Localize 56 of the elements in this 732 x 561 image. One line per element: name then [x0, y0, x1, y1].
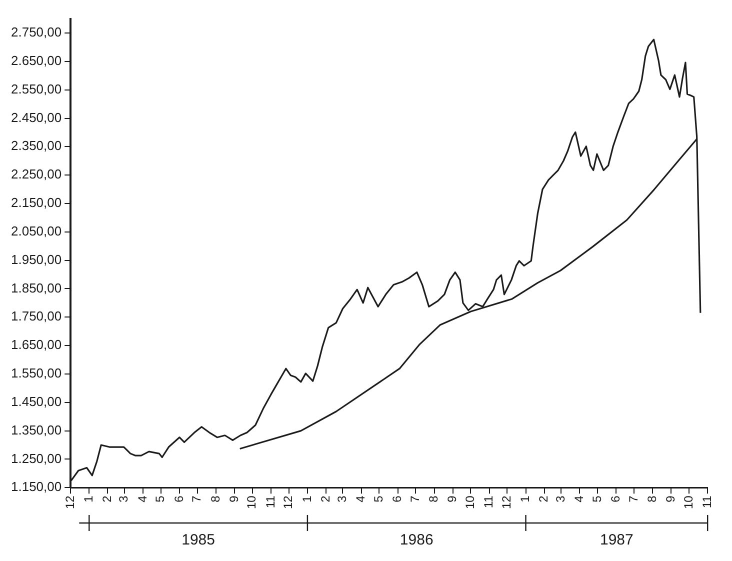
- y-tick-label: 1.350,00: [10, 422, 62, 438]
- x-tick-label: 10: [681, 495, 696, 510]
- x-tick-label: 8: [426, 495, 441, 502]
- x-tick-label: 4: [572, 495, 586, 502]
- y-tick-label: 2.250,00: [10, 166, 62, 182]
- x-tick-label: 11: [482, 495, 496, 508]
- y-tick-label: 1.450,00: [10, 394, 62, 409]
- x-tick-label: 5: [153, 495, 168, 502]
- y-tick-label: 2.750,00: [10, 24, 62, 40]
- x-tick-label: 2: [318, 495, 332, 502]
- y-tick-label: 1.850,00: [10, 280, 62, 296]
- x-tick-label: 9: [445, 495, 460, 502]
- y-tick-label: 2.450,00: [10, 110, 62, 125]
- x-tick-label: 3: [335, 495, 350, 502]
- x-tick-label: 9: [663, 495, 678, 502]
- y-tick-label: 2.350,00: [10, 138, 62, 154]
- x-tick-label: 12: [281, 495, 296, 510]
- x-tick-label: 3: [116, 495, 131, 502]
- y-tick-label: 1.750,00: [10, 308, 62, 324]
- x-tick-label: 6: [608, 495, 622, 502]
- x-tick-label: 6: [390, 495, 404, 502]
- y-tick-label: 2.050,00: [10, 223, 62, 238]
- x-tick-label: 8: [644, 495, 659, 502]
- x-tick-label: 1: [518, 495, 532, 502]
- x-tick-label: 1: [300, 495, 314, 502]
- x-tick-label: 10: [463, 495, 478, 510]
- x-tick-label: 7: [408, 495, 422, 502]
- y-tick-label: 2.150,00: [10, 195, 62, 210]
- y-tick-label: 1.250,00: [10, 450, 62, 466]
- x-tick-label: 11: [263, 495, 278, 508]
- y-tick-label: 1.550,00: [10, 366, 62, 381]
- x-tick-label: 2: [536, 495, 551, 502]
- x-tick-label: 9: [226, 495, 241, 502]
- y-tick-label: 1.150,00: [10, 479, 62, 494]
- x-tick-label: 5: [372, 495, 386, 502]
- y-tick-label: 2.650,00: [10, 53, 62, 68]
- x-tick-label: 12: [62, 495, 77, 510]
- x-tick-label: 3: [553, 495, 568, 502]
- x-tick-label: 4: [354, 495, 368, 502]
- x-tick-label: 12: [500, 495, 514, 510]
- text: 1987: [600, 532, 634, 549]
- x-tick-label: 4: [135, 495, 150, 502]
- x-tick-label: 8: [208, 495, 222, 502]
- x-tick-label: 7: [190, 495, 204, 502]
- text: 1985: [182, 532, 215, 549]
- x-tick-label: 2: [100, 495, 114, 502]
- y-tick-label: 2.550,00: [10, 81, 62, 96]
- text: 1986: [400, 532, 434, 549]
- y-tick-label: 1.950,00: [10, 252, 62, 267]
- x-tick-label: 11: [700, 495, 714, 508]
- x-tick-label: 10: [244, 495, 259, 510]
- y-tick-label: 1.650,00: [10, 337, 62, 352]
- x-tick-label: 6: [172, 495, 186, 502]
- x-tick-label: 1: [81, 495, 96, 502]
- x-tick-label: 5: [590, 495, 604, 502]
- x-tick-label: 7: [626, 495, 640, 502]
